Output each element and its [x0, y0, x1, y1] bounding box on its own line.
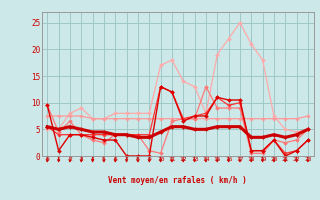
X-axis label: Vent moyen/en rafales ( km/h ): Vent moyen/en rafales ( km/h )	[108, 176, 247, 185]
